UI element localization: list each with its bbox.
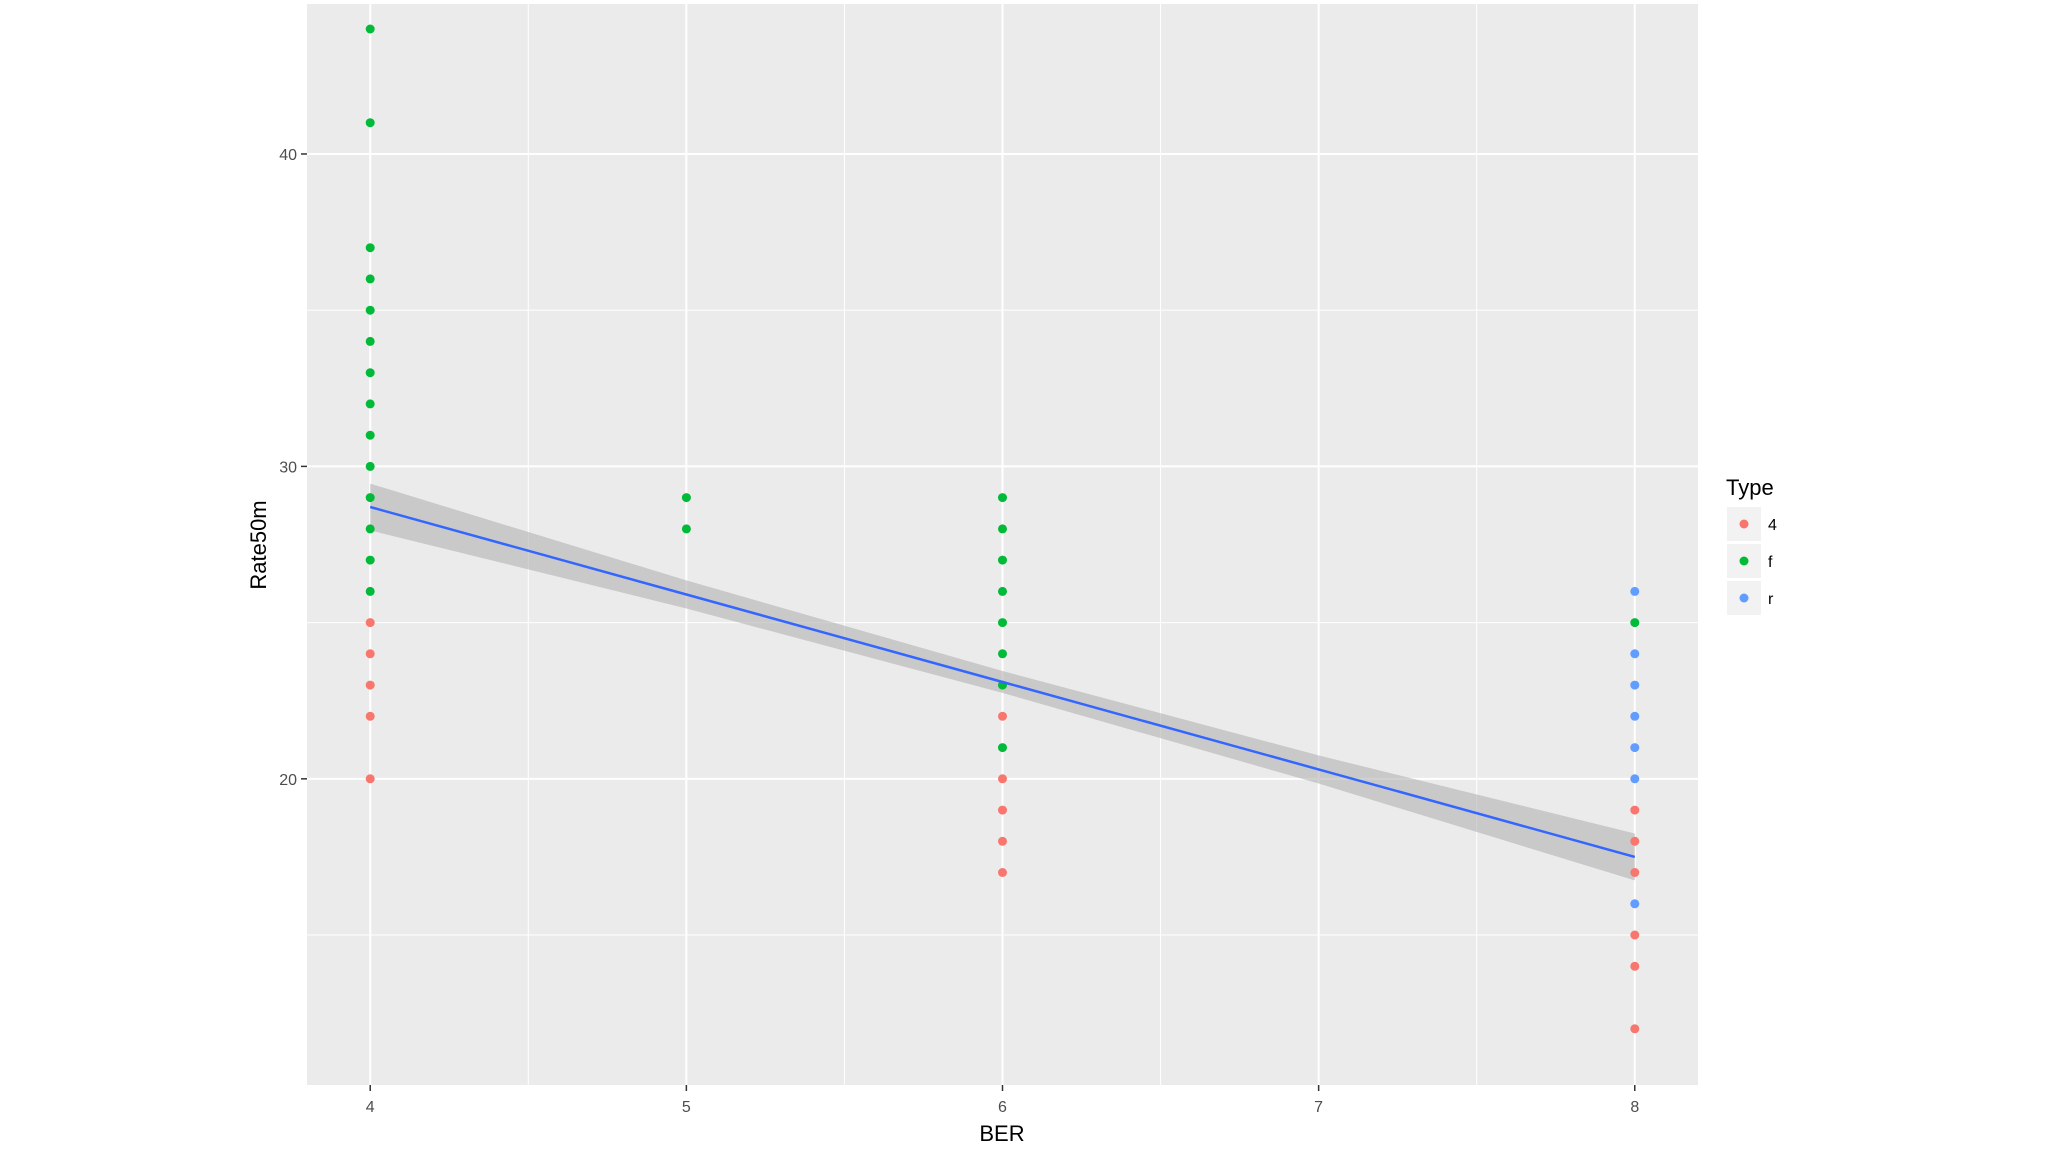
data-point-4 bbox=[998, 868, 1007, 877]
data-point-r bbox=[1630, 586, 1640, 596]
data-point-f bbox=[998, 524, 1007, 534]
data-point-4 bbox=[365, 649, 375, 659]
data-point-f bbox=[365, 430, 375, 440]
data-point-f bbox=[1630, 618, 1640, 628]
data-point-r bbox=[1630, 899, 1640, 909]
data-point-f bbox=[365, 461, 375, 471]
data-point-f bbox=[998, 586, 1007, 596]
legend-key-point bbox=[1739, 593, 1749, 603]
data-point-4 bbox=[1630, 868, 1640, 877]
data-point-4 bbox=[365, 680, 375, 690]
legend-title: Type bbox=[1726, 475, 1774, 500]
data-point-4 bbox=[1630, 836, 1640, 846]
x-tick-label: 8 bbox=[1630, 1099, 1639, 1116]
data-point-f bbox=[365, 243, 375, 253]
trend-line bbox=[369, 505, 1636, 859]
x-tick-label: 5 bbox=[682, 1099, 691, 1116]
data-point-4 bbox=[1630, 961, 1640, 971]
data-point-f bbox=[365, 368, 375, 378]
data-point-f bbox=[365, 399, 375, 409]
data-point-r bbox=[1630, 680, 1640, 690]
data-points bbox=[365, 24, 1640, 1034]
data-point-4 bbox=[365, 711, 375, 721]
data-point-f bbox=[365, 336, 375, 346]
x-axis: 4 5 6 7 8 bbox=[366, 1085, 1639, 1116]
data-point-r bbox=[1630, 711, 1640, 721]
data-point-f bbox=[365, 118, 375, 128]
y-axis-title: Rate50m bbox=[246, 500, 271, 589]
x-tick-label: 7 bbox=[1314, 1099, 1323, 1116]
legend-key-point bbox=[1739, 556, 1749, 566]
data-point-f bbox=[365, 305, 375, 315]
legend-label: 4 bbox=[1768, 517, 1777, 534]
data-point-4 bbox=[1630, 805, 1640, 815]
data-point-f bbox=[998, 649, 1007, 659]
data-point-f bbox=[681, 524, 691, 534]
y-axis: 20 30 40 bbox=[279, 147, 307, 789]
x-tick-label: 4 bbox=[366, 1099, 375, 1116]
legend-key-point bbox=[1739, 519, 1749, 529]
legend: Type 4 f r bbox=[1726, 475, 1777, 615]
data-point-f bbox=[365, 274, 375, 284]
data-point-f bbox=[365, 555, 375, 565]
data-point-4 bbox=[1630, 1024, 1640, 1034]
data-point-4 bbox=[998, 805, 1007, 815]
y-tick-label: 30 bbox=[279, 459, 297, 476]
data-point-f bbox=[998, 493, 1007, 503]
x-axis-title: BER bbox=[979, 1121, 1024, 1146]
data-point-4 bbox=[365, 774, 375, 784]
x-tick-label: 6 bbox=[998, 1099, 1007, 1116]
data-point-f bbox=[365, 524, 375, 534]
data-point-4 bbox=[1630, 930, 1640, 940]
data-point-f bbox=[365, 493, 375, 503]
data-point-4 bbox=[998, 774, 1007, 784]
data-point-f bbox=[681, 493, 691, 503]
data-point-f bbox=[998, 743, 1007, 753]
y-tick-label: 40 bbox=[279, 147, 297, 164]
legend-label: f bbox=[1768, 554, 1773, 571]
grid-major bbox=[307, 4, 1698, 1085]
data-point-4 bbox=[998, 711, 1007, 721]
legend-label: r bbox=[1768, 591, 1774, 608]
data-point-4 bbox=[998, 836, 1007, 846]
data-point-f bbox=[365, 24, 375, 34]
data-point-r bbox=[1630, 774, 1640, 784]
data-point-f bbox=[998, 555, 1007, 565]
trend-line-path bbox=[369, 505, 1636, 859]
y-tick-label: 20 bbox=[279, 772, 297, 789]
data-point-r bbox=[1630, 743, 1640, 753]
data-point-f bbox=[365, 586, 375, 596]
data-point-f bbox=[998, 618, 1007, 628]
data-point-4 bbox=[365, 618, 375, 628]
data-point-r bbox=[1630, 649, 1640, 659]
